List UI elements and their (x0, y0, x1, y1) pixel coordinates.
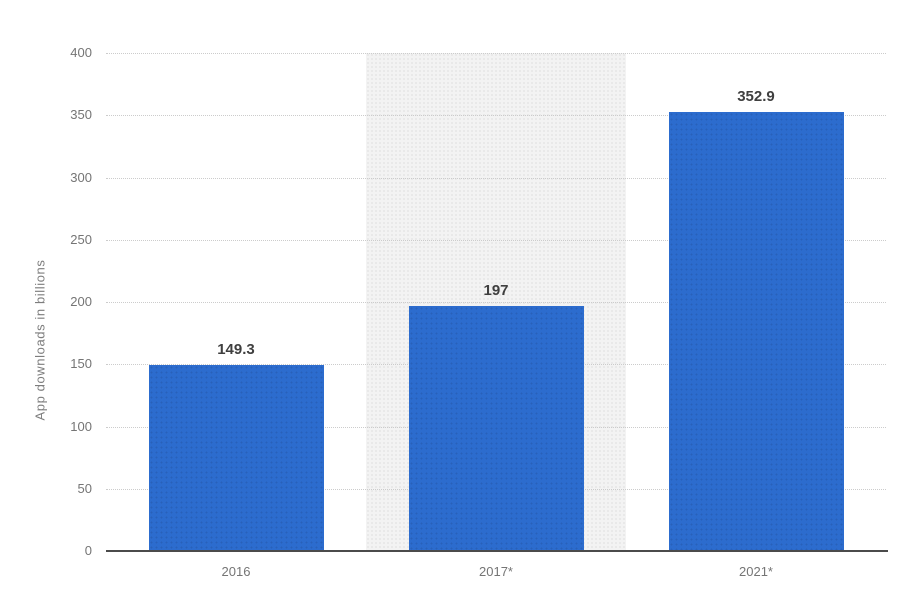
plot-area: 149.3 197 352.9 (106, 53, 886, 551)
y-tick-label-250: 250 (70, 231, 92, 247)
value-label-2017*: 197 (483, 281, 509, 299)
gridline-200 (106, 302, 886, 303)
y-tick-label-200: 200 (70, 294, 92, 309)
bar-2016 (148, 365, 324, 551)
gridline-400 (106, 53, 886, 54)
gridline-350 (106, 115, 886, 117)
gridline-250 (106, 239, 886, 241)
x-tick-label-2021*: 2021* (739, 564, 773, 579)
y-tick-label-50: 50 (77, 480, 92, 496)
y-tick-label-150: 150 (70, 356, 92, 372)
y-axis-title-text: App downloads in billions (32, 259, 48, 421)
y-tick-label-400: 400 (70, 45, 92, 60)
x-axis-line (106, 550, 888, 552)
gridline-300 (106, 177, 886, 179)
x-tick-label-2016: 2016 (221, 564, 251, 579)
y-tick-label-350: 350 (70, 107, 92, 123)
bar-2017* (408, 305, 584, 551)
x-tick-label-2017*: 2017* (479, 564, 513, 579)
y-tick-label-100: 100 (70, 418, 92, 434)
value-label-2021*: 352.9 (737, 87, 775, 105)
value-label-2016: 149.3 (217, 341, 255, 359)
y-tick-label-300: 300 (70, 169, 92, 185)
y-tick-label-0: 0 (84, 543, 92, 558)
bar-2021* (668, 111, 844, 551)
